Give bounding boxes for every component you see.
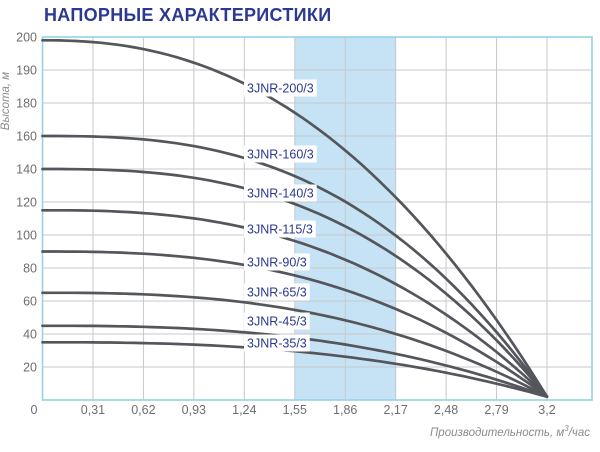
curve-3JNR-200-3 — [41, 38, 549, 399]
x-tick-label: 1,55 — [283, 403, 307, 417]
y-tick-label: 80 — [23, 262, 37, 276]
curve-label-bg — [244, 184, 317, 202]
x-axis-title-suffix: /час — [568, 426, 590, 439]
x-tick-label: 0,62 — [131, 403, 155, 417]
y-tick-label: 120 — [16, 196, 37, 210]
curve-label-bg — [244, 145, 317, 163]
y-tick-label: 20 — [23, 361, 37, 375]
curve-label-3JNR-140-3: 3JNR-140/3 — [247, 187, 314, 201]
x-tick-label: 1,86 — [333, 403, 357, 417]
x-tick-label: 0,31 — [81, 403, 105, 417]
plot-border — [41, 36, 593, 401]
y-tick-label: 160 — [16, 130, 37, 144]
y-tick-label: 180 — [16, 97, 37, 111]
x-tick-label: 2,48 — [434, 403, 458, 417]
curve-label-bg — [244, 220, 316, 238]
curve-3JNR-90-3 — [41, 250, 549, 399]
curve-3JNR-115-3 — [41, 208, 549, 399]
curve-label-3JNR-45-3: 3JNR-45/3 — [247, 315, 307, 329]
x-axis-title: Производительность, м3/час — [430, 424, 590, 439]
curve-label-3JNR-90-3: 3JNR-90/3 — [247, 256, 307, 270]
curve-label-3JNR-65-3: 3JNR-65/3 — [247, 286, 307, 300]
y-tick-label: 190 — [16, 64, 37, 78]
curve-label-bg — [244, 253, 310, 271]
y-tick-label: 60 — [23, 295, 37, 309]
x-tick-label: 0,93 — [182, 403, 206, 417]
y-tick-label: 40 — [23, 328, 37, 342]
page-title: НАПОРНЫЕ ХАРАКТЕРИСТИКИ — [44, 5, 332, 25]
y-tick-label: 100 — [16, 229, 37, 243]
curve-label-bg — [244, 334, 310, 352]
x-tick-label: 2,17 — [383, 403, 407, 417]
x-tick-label: 2,79 — [484, 403, 508, 417]
curve-label-3JNR-200-3: 3JNR-200/3 — [247, 82, 314, 96]
x-tick-label: 1,24 — [232, 403, 256, 417]
x-axis-title-text: Производительность, м — [429, 426, 565, 439]
curve-3JNR-65-3 — [41, 291, 549, 399]
curve-label-3JNR-115-3: 3JNR-115/3 — [247, 223, 313, 237]
curve-label-bg — [244, 79, 317, 97]
curve-3JNR-160-3 — [41, 134, 549, 399]
curve-3JNR-140-3 — [41, 167, 549, 399]
curve-label-bg — [244, 283, 310, 301]
curve-label-3JNR-160-3: 3JNR-160/3 — [247, 148, 314, 162]
y-axis-title: Высота, м — [0, 71, 12, 131]
curve-label-bg — [244, 312, 310, 330]
x-axis-title-sup: 3 — [564, 424, 569, 433]
x-tick-label: 3,2 — [538, 403, 555, 417]
y-tick-label: 200 — [16, 31, 37, 45]
curve-label-3JNR-35-3: 3JNR-35/3 — [247, 337, 307, 351]
x-tick-label: 0 — [31, 403, 38, 417]
y-tick-label: 140 — [16, 163, 37, 177]
